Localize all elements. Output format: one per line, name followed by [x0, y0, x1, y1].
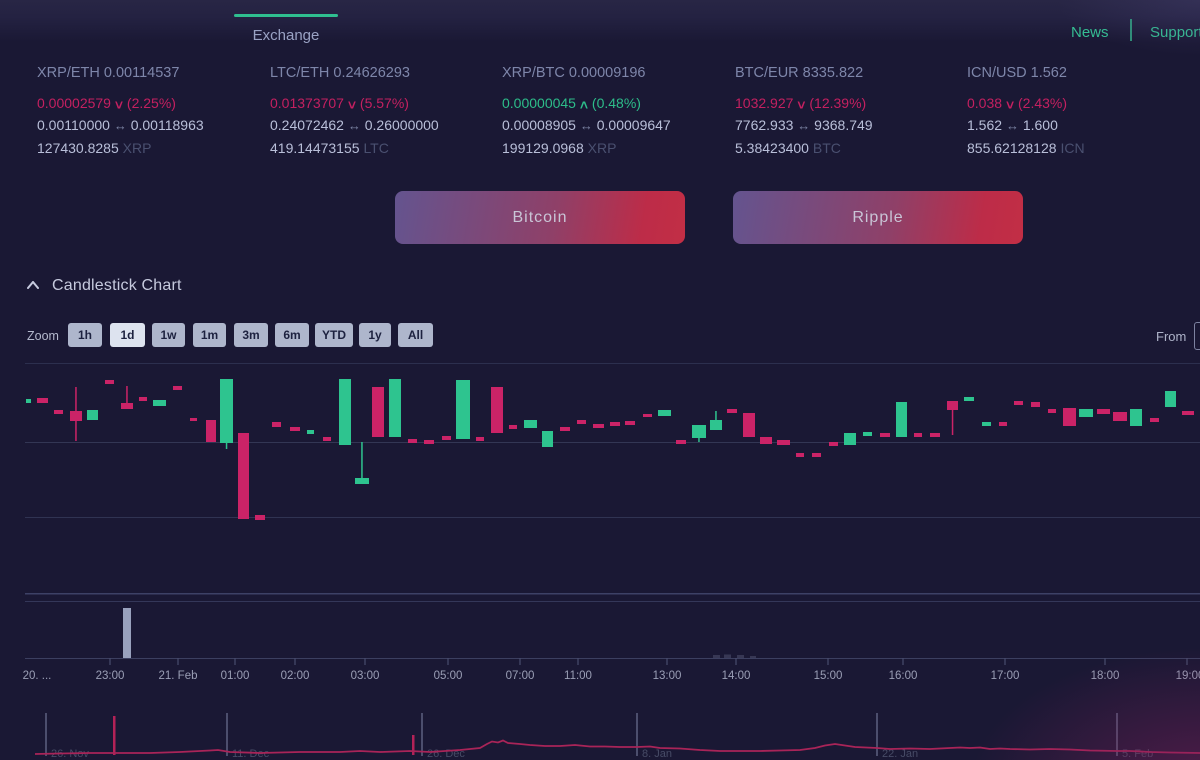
- svg-text:07:00: 07:00: [506, 670, 535, 682]
- svg-text:05:00: 05:00: [434, 670, 463, 682]
- svg-text:23:00: 23:00: [96, 670, 125, 682]
- svg-text:16:00: 16:00: [889, 670, 918, 682]
- svg-text:18:00: 18:00: [1091, 670, 1120, 682]
- svg-text:17:00: 17:00: [991, 670, 1020, 682]
- svg-text:22. Jan: 22. Jan: [882, 748, 918, 760]
- svg-text:8. Jan: 8. Jan: [642, 748, 672, 760]
- svg-text:21. Feb: 21. Feb: [159, 670, 198, 682]
- svg-text:11. Dec: 11. Dec: [232, 748, 270, 760]
- svg-text:01:00: 01:00: [221, 670, 250, 682]
- svg-text:20. ...: 20. ...: [23, 670, 52, 682]
- svg-text:13:00: 13:00: [653, 670, 682, 682]
- svg-text:15:00: 15:00: [814, 670, 843, 682]
- svg-text:19:00: 19:00: [1176, 670, 1200, 682]
- svg-text:14:00: 14:00: [722, 670, 751, 682]
- svg-text:5. Feb: 5. Feb: [1122, 748, 1153, 760]
- svg-text:03:00: 03:00: [351, 670, 380, 682]
- svg-text:11:00: 11:00: [564, 670, 592, 682]
- svg-text:02:00: 02:00: [281, 670, 310, 682]
